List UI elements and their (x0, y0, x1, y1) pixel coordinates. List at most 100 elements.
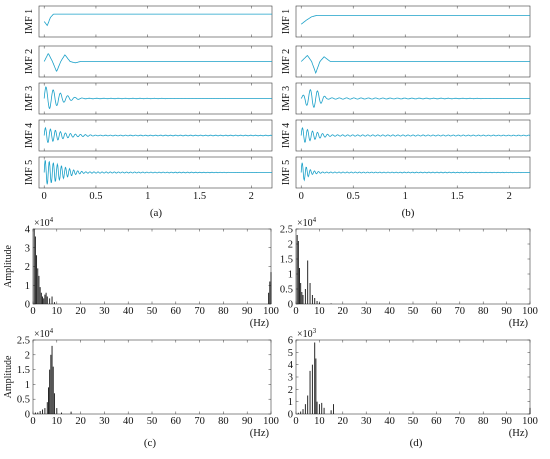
spectrum-x-tick-label: 80 (218, 416, 229, 427)
imf-series-label: IMF 3 (24, 86, 35, 111)
spectrum-x-tick-label: 0 (293, 416, 298, 427)
spectrum-y-tick-label: 2.5 (280, 225, 293, 236)
spectrum-y-tick-label: 0 (25, 300, 30, 311)
spectrum-y-exponent-power: 4 (50, 327, 54, 335)
spectrum-y-exponent: ×104 (297, 216, 317, 229)
spectrum-x-tick-label: 100 (263, 306, 279, 317)
imf-series-label: IMF 3 (281, 86, 292, 111)
imf-signal-trace (43, 160, 272, 185)
imf-series-label: IMF 2 (24, 49, 35, 74)
spectrum-x-tick-label: 90 (501, 306, 512, 317)
panel-label-b: (b) (402, 207, 415, 219)
spectrum-y-tick-label: 0.5 (280, 285, 293, 296)
spectrum-y-tick-label: 2 (25, 350, 30, 361)
spectrum-x-tick-label: 30 (99, 416, 110, 427)
spectrum-y-tick-label: 1.5 (280, 255, 293, 266)
spectrum-x-unit: (Hz) (509, 318, 529, 329)
spectrum-x-tick-label: 50 (408, 416, 419, 427)
imf-signal-trace (300, 89, 530, 108)
spectrum-x-unit: (Hz) (250, 318, 270, 329)
spectrum-y-exponent-power: 4 (50, 216, 54, 224)
spectrum-panel-d-top: 0 10 20 30 40 50 60 70 80 90 10000.511.522.5×104(H… (280, 216, 538, 329)
imf-signal-trace (43, 53, 272, 72)
imf-axes-frame (295, 5, 531, 38)
spectrum-y-tick-label: 4 (288, 360, 294, 371)
imf-signal-trace (43, 13, 272, 27)
imf-series-label: IMF 1 (24, 9, 35, 34)
spectrum-y-exponent: ×104 (34, 327, 54, 340)
spectrum-y-tick-label: 2 (288, 240, 293, 251)
spectrum-axes-frame (32, 339, 272, 415)
imf-panel-a: IMF 1 IMF 2 IMF 3 IMF 4 IMF 5 0 0.5 1 1.5 2 (24, 5, 273, 202)
imf-panel-b: IMF 1 IMF 2 IMF 3 IMF 4 IMF 5 0 0.5 1 1.5 2 (281, 5, 531, 202)
imf-signal-trace (43, 86, 272, 110)
spectrum-y-label: Amplitude (3, 355, 14, 398)
spectrum-x-tick-label: 0 (30, 306, 35, 317)
spectrum-y-tick-label: 4 (25, 225, 31, 236)
spectrum-y-tick-label: 0 (288, 300, 293, 311)
spectrum-x-tick-label: 80 (478, 416, 489, 427)
spectrum-x-tick-label: 20 (338, 416, 349, 427)
imf-series-label: IMF 4 (24, 123, 35, 148)
spectrum-x-tick-label: 90 (501, 416, 512, 427)
spectrum-x-tick-label: 10 (314, 306, 325, 317)
panel-label-a: (a) (150, 207, 163, 219)
imf-series-label: IMF 2 (281, 49, 292, 74)
imf-x-tick-label: 0.5 (347, 191, 360, 202)
imf-x-tick-label: 0.5 (89, 191, 102, 202)
spectrum-axes-frame (295, 339, 531, 415)
spectrum-y-tick-label: 3 (288, 373, 293, 384)
spectrum-x-tick-label: 40 (123, 416, 134, 427)
spectrum-x-tick-label: 60 (171, 306, 182, 317)
spectrum-y-label: Amplitude (3, 245, 14, 288)
spectrum-x-tick-label: 40 (384, 416, 395, 427)
spectrum-x-tick-label: 20 (338, 306, 349, 317)
spectrum-x-tick-label: 80 (218, 306, 229, 317)
spectrum-y-tick-label: 1 (288, 270, 293, 281)
spectrum-x-tick-label: 20 (75, 306, 86, 317)
imf-signal-trace (300, 126, 531, 143)
spectrum-x-tick-label: 100 (263, 416, 279, 427)
spectrum-y-exponent: ×104 (34, 216, 54, 229)
spectrum-x-tick-label: 70 (194, 416, 205, 427)
imf-x-tick-label: 0 (42, 191, 47, 202)
spectrum-x-tick-label: 60 (171, 416, 182, 427)
spectrum-x-tick-label: 30 (361, 416, 372, 427)
spectrum-y-tick-label: 0 (25, 410, 30, 421)
imf-x-tick-label: 2 (507, 191, 512, 202)
spectrum-x-tick-label: 30 (99, 306, 110, 317)
spectrum-x-tick-label: 60 (431, 416, 442, 427)
spectrum-y-tick-label: 2.5 (17, 336, 30, 347)
spectrum-y-tick-label: 6 (288, 336, 293, 347)
spectrum-y-tick-label: 0 (288, 410, 293, 421)
spectrum-y-tick-label: 0.5 (17, 395, 30, 406)
spectrum-x-tick-label: 0 (293, 306, 298, 317)
spectrum-x-tick-label: 10 (52, 306, 63, 317)
imf-x-tick-label: 1.5 (193, 191, 206, 202)
spectrum-x-tick-label: 70 (194, 306, 205, 317)
spectrum-y-tick-label: 2 (288, 385, 293, 396)
spectrum-x-unit: (Hz) (250, 428, 270, 439)
spectrum-y-tick-label: 1 (288, 397, 293, 408)
spectrum-x-tick-label: 10 (314, 416, 325, 427)
spectrum-x-tick-label: 30 (361, 306, 372, 317)
spectrum-panel-c-bottom: 0 10 20 30 40 50 60 70 80 90 10000.511.522.5×104(H… (3, 327, 279, 439)
spectrum-y-tick-label: 1.5 (17, 365, 30, 376)
spectrum-y-exponent: ×103 (297, 327, 317, 340)
spectrum-y-tick-label: 1 (25, 281, 30, 292)
spectrum-x-tick-label: 0 (30, 416, 35, 427)
panel-label-c: (c) (144, 437, 157, 449)
spectrum-x-tick-label: 20 (75, 416, 86, 427)
spectrum-x-tick-label: 100 (522, 306, 538, 317)
spectrum-axes-frame (32, 228, 272, 305)
spectrum-x-tick-label: 40 (123, 306, 134, 317)
imf-series-label: IMF 4 (281, 123, 292, 148)
spectrum-x-tick-label: 90 (242, 306, 253, 317)
imf-series-label: IMF 5 (24, 160, 35, 185)
spectrum-x-tick-label: 90 (242, 416, 253, 427)
spectrum-x-tick-label: 50 (147, 306, 158, 317)
imf-x-tick-label: 1 (403, 191, 408, 202)
imf-signal-trace (300, 162, 531, 182)
